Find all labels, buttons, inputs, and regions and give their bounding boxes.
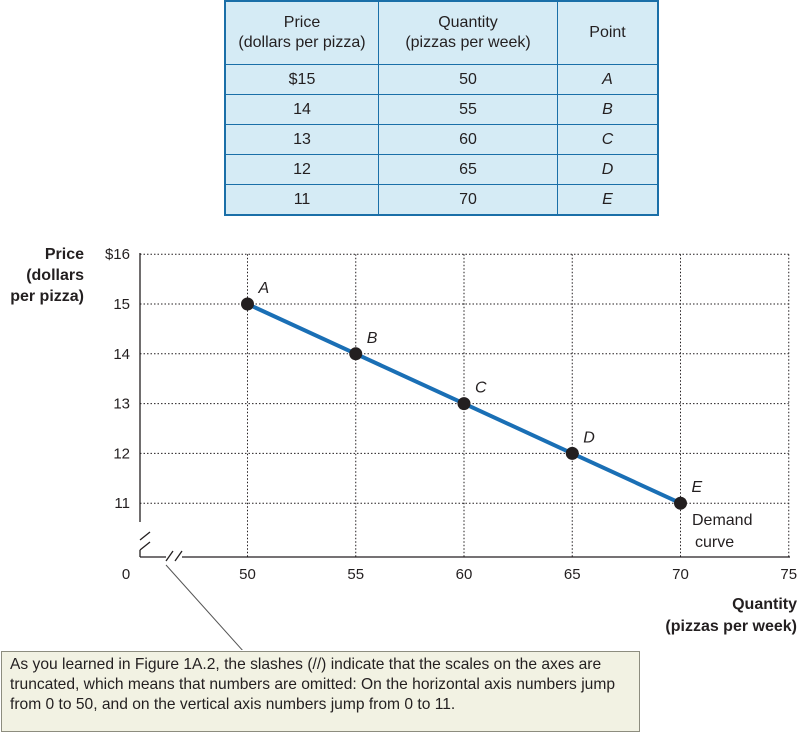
y-axis-title-line3: per pizza) [10,288,84,305]
cell-point: D [557,154,659,185]
x-axis-break-right [174,550,183,562]
x-axis-title: Quantity (pizzas per week) [665,596,797,635]
x-tick-label: 75 [780,566,797,583]
cell-point: B [557,94,659,125]
y-axis-title-line2: (dollars [26,267,84,284]
point-e-marker [674,496,687,510]
y-tick-label: 11 [114,495,130,512]
demand-chart: 0 50 55 60 65 70 75 $16 15 14 13 12 11 A B C D E Price (… [10,246,797,650]
cell-quantity: 65 [378,154,558,185]
cell-point: C [557,124,659,155]
y-tick-label: 14 [113,346,130,363]
point-d-label: D [583,429,595,446]
x-tick-label: 70 [672,566,689,583]
x-tick-label: 65 [564,566,581,583]
table-row: $15 50 A [224,64,659,95]
point-d-marker [565,446,579,460]
point-a-label: A [258,280,270,297]
demand-curve-label-line1: Demand [692,512,752,529]
point-c-label: C [475,380,487,397]
x-tick-label: 60 [456,566,473,583]
cell-price: 12 [224,154,379,185]
demand-curve-label-line2: curve [695,534,734,551]
x-tick-label: 55 [347,566,364,583]
x-axis-title-line1: Quantity [732,596,797,613]
x-tick-label: 50 [239,566,256,583]
header-quantity: Quantity (pizzas per week) [378,0,558,65]
demand-series: A B C D E [241,280,703,510]
point-a-marker [241,297,254,311]
y-tick-label: 13 [113,396,130,413]
y-tick-label: $16 [105,246,130,263]
cell-quantity: 55 [378,94,558,125]
cell-price: $15 [224,64,379,95]
cell-price: 14 [224,94,379,125]
y-axis-break-upper [139,531,151,541]
y-tick-label: 12 [113,445,130,462]
cell-point: E [557,184,659,216]
cell-quantity: 70 [378,184,558,216]
x-tick-label: 0 [122,566,130,583]
table-row: 12 65 D [224,154,659,185]
tick-labels: 0 50 55 60 65 70 75 $16 15 14 13 12 11 [105,246,797,583]
table-row: 11 70 E [224,184,659,216]
point-b-label: B [367,330,378,347]
cell-price: 13 [224,124,379,155]
caption-pointer-line [165,564,243,650]
y-axis-title-line1: Price [45,246,84,263]
price-quantity-table: Price (dollars per pizza) Quantity (pizz… [224,0,659,216]
demand-curve-label: Demand curve [692,512,752,551]
point-c-marker [457,397,471,411]
header-point: Point [557,0,659,65]
cell-price: 11 [224,184,379,216]
x-axis-break-left [165,550,174,562]
y-axis-break-lower [139,541,151,551]
truncated-axes-caption: As you learned in Figure 1A.2, the slash… [1,651,640,732]
point-b-marker [349,347,363,361]
y-tick-label: 15 [113,296,130,313]
table-row: 14 55 B [224,94,659,125]
axes [139,253,790,562]
point-e-label: E [692,479,703,496]
x-axis-title-line2: (pizzas per week) [665,618,797,635]
y-axis-title: Price (dollars per pizza) [10,246,84,305]
